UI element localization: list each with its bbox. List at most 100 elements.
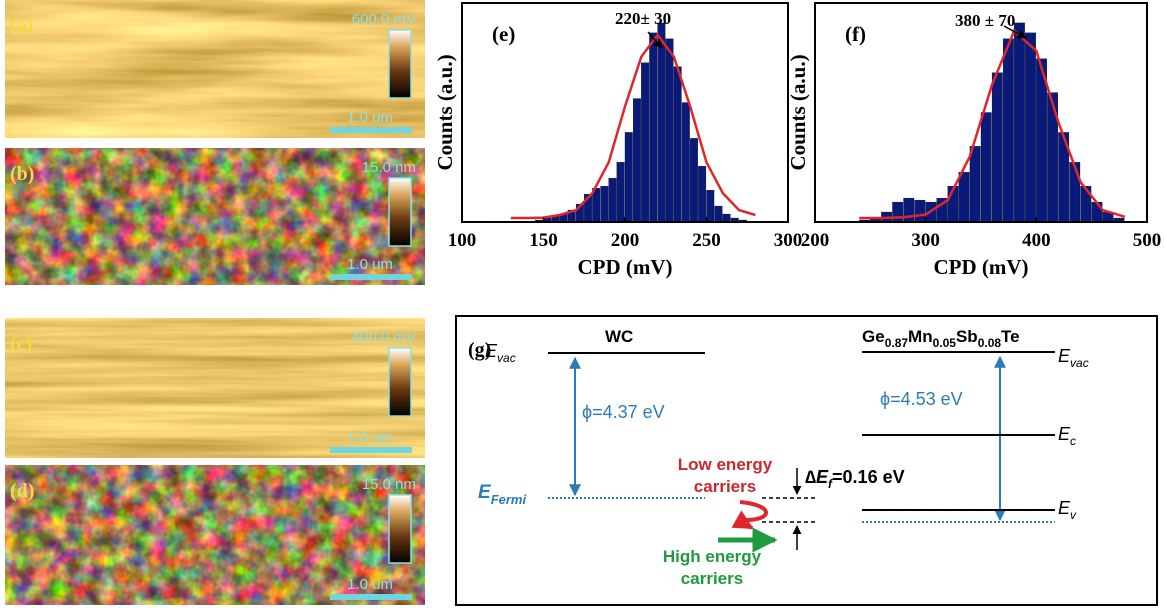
label-line: High energy	[663, 547, 762, 566]
afm-image	[5, 148, 425, 285]
ev-sub: v	[1070, 508, 1077, 522]
x-tick-label: 150	[529, 230, 558, 251]
element: Te	[1001, 327, 1020, 346]
panel-label: (a)	[10, 15, 33, 37]
fit-curve	[510, 32, 756, 220]
band-diagram: (g) WC Evac ϕ=4.37 eV EFermi Low energy c…	[455, 315, 1158, 606]
phi-label: ϕ=4.53 eV	[880, 389, 963, 409]
element: Mn	[908, 327, 933, 346]
bar	[624, 132, 633, 223]
bar	[641, 62, 649, 223]
x-tick-label: 250	[692, 230, 721, 251]
bar	[991, 72, 1003, 223]
bar	[914, 199, 926, 223]
histograms: 100 150 200 250 300 CPD (mV) Counts (a.u.) (e) 2…	[433, 2, 1162, 279]
scale-bar-label: 1.0 um	[347, 429, 393, 446]
scale-bar	[330, 127, 412, 133]
label-line: carriers	[694, 477, 756, 496]
x-tick-label: 100	[448, 230, 477, 251]
evac-sub: vac	[497, 351, 516, 365]
bar	[1091, 201, 1103, 223]
fermi-main: E	[478, 482, 492, 503]
evac-sub: vac	[1070, 356, 1089, 370]
bar	[722, 213, 731, 223]
bar	[1025, 32, 1036, 223]
fermi-label: EFermi	[478, 482, 526, 507]
bar	[616, 162, 625, 223]
bar	[1002, 38, 1014, 223]
bar	[714, 205, 723, 223]
bar	[1069, 162, 1081, 223]
bar	[980, 112, 992, 223]
scale-bar-label: 1.0 um	[347, 109, 393, 126]
carrier-arrow	[731, 500, 768, 530]
x-axis-label: CPD (mV)	[577, 255, 672, 279]
x-tick-label: 300	[911, 230, 940, 251]
scale-bar	[330, 274, 412, 280]
bar	[892, 201, 904, 223]
diagram-frame	[455, 315, 1158, 606]
afm-panels: (a) 600.0 mV 1.0 um (b) 15.0 nm 1.0 um (c) 400.…	[5, 0, 425, 605]
panel-label: (d)	[10, 480, 34, 502]
colorbar	[388, 177, 412, 247]
fraction: 0.08	[978, 336, 1002, 350]
bar	[1014, 22, 1025, 223]
y-axis-label: Counts (a.u.)	[433, 54, 457, 170]
delta-main: ∆E	[805, 467, 829, 487]
fraction: 0.05	[933, 336, 957, 350]
afm-image	[5, 318, 425, 458]
material-label: Ge0.87Mn0.05Sb0.08Te	[862, 327, 1020, 350]
x-tick-label: 300	[774, 230, 803, 251]
bar	[698, 166, 707, 223]
colorbar-max: 15.0 nm	[362, 159, 416, 176]
bar	[633, 98, 641, 223]
bar	[681, 102, 690, 223]
bar	[903, 197, 915, 223]
peak-annotation: 380 ± 70	[955, 11, 1015, 30]
panel-label: (g)	[468, 339, 491, 361]
scale-bar-label: 1.0 um	[347, 576, 393, 593]
colorbar	[388, 347, 412, 417]
low-energy-label: Low energy carriers	[678, 455, 773, 496]
bar	[958, 172, 970, 223]
element: Sb	[956, 327, 978, 346]
y-axis-label: Counts (a.u.)	[786, 54, 810, 170]
element: Ge	[862, 327, 885, 346]
scale-bar-label: 1.0 um	[347, 256, 393, 273]
x-axis-label: CPD (mV)	[933, 255, 1028, 279]
ev-label: Ev	[1058, 498, 1077, 522]
wc-label: WC	[605, 327, 633, 346]
panel-label: (c)	[10, 333, 32, 355]
fraction: 0.87	[885, 336, 909, 350]
afm-image	[5, 465, 425, 605]
annotation-arrow	[647, 31, 663, 49]
phi-label: ϕ=4.37 eV	[582, 402, 665, 422]
ev-main: E	[1058, 498, 1071, 518]
bar	[969, 146, 981, 223]
bar	[673, 66, 682, 223]
scale-bar	[330, 594, 412, 600]
bar	[608, 178, 617, 223]
x-tick-label: 500	[1133, 230, 1162, 251]
ec-main: E	[1058, 424, 1071, 444]
evac-main: E	[485, 341, 498, 361]
x-tick-label: 400	[1022, 230, 1051, 251]
delta-label: ∆Ef=0.16 eV	[805, 467, 905, 491]
colorbar	[388, 29, 412, 99]
colorbar-max: 600.0 mV	[352, 11, 416, 28]
bar	[706, 189, 715, 223]
panel-label: (f)	[845, 22, 866, 46]
bar	[649, 32, 658, 223]
x-tick-label: 200	[801, 230, 830, 251]
scale-bar	[330, 447, 412, 453]
label-line: carriers	[681, 569, 743, 588]
afm-image	[5, 0, 425, 138]
bar	[657, 22, 666, 223]
annotation-arrow	[1003, 25, 1027, 39]
delta-sub: f	[828, 477, 833, 491]
plot-frame	[814, 2, 1148, 223]
fit-curve	[859, 28, 1126, 220]
colorbar	[388, 494, 412, 564]
panel-label: (e)	[492, 22, 515, 46]
